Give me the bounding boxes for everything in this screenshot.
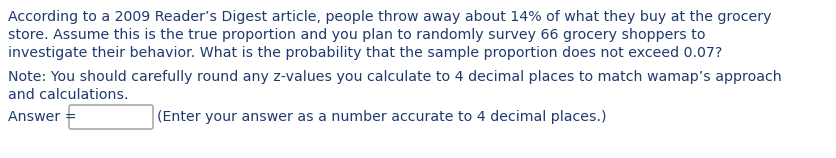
Text: (Enter your answer as a number accurate to 4 decimal places.): (Enter your answer as a number accurate …	[157, 110, 606, 124]
Text: store. Assume this is the true proportion and you plan to randomly survey 66 gro: store. Assume this is the true proportio…	[8, 28, 705, 42]
FancyBboxPatch shape	[69, 105, 153, 129]
Text: Answer =: Answer =	[8, 110, 81, 124]
Text: and calculations.: and calculations.	[8, 88, 129, 102]
Text: According to a 2009 Reader’s Digest article, people throw away about 14% of what: According to a 2009 Reader’s Digest arti…	[8, 10, 771, 24]
Text: investigate their behavior. What is the probability that the sample proportion d: investigate their behavior. What is the …	[8, 46, 721, 60]
Text: Note: You should carefully round any z-values you calculate to 4 decimal places : Note: You should carefully round any z-v…	[8, 70, 781, 84]
